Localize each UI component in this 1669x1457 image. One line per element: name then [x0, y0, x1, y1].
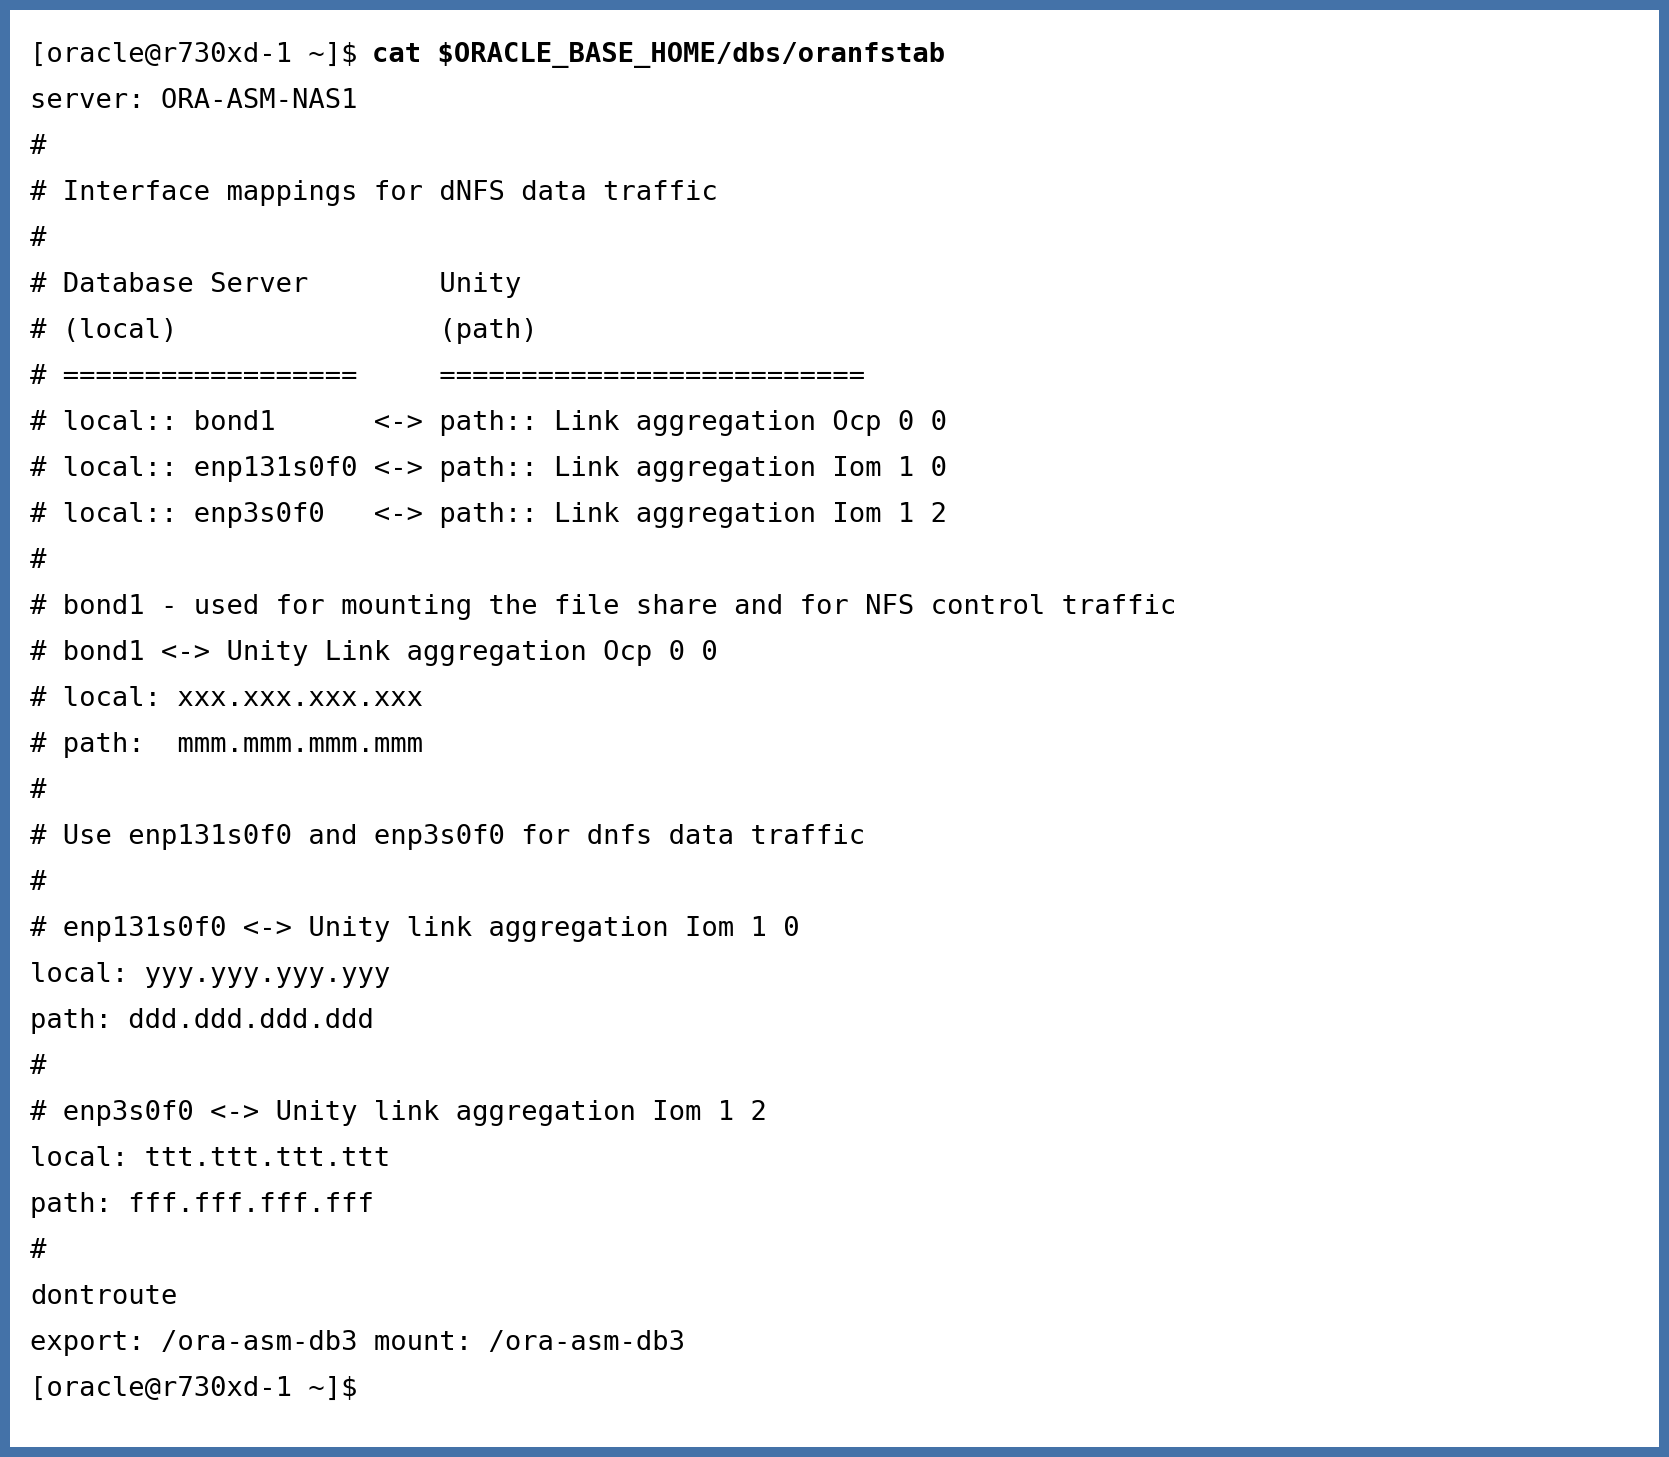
- Text: # enp3s0f0 <-> Unity link aggregation Iom 1 2: # enp3s0f0 <-> Unity link aggregation Io…: [30, 1100, 766, 1126]
- Text: # local:: enp131s0f0 <-> path:: Link aggregation Iom 1 0: # local:: enp131s0f0 <-> path:: Link agg…: [30, 456, 946, 482]
- Text: # Interface mappings for dNFS data traffic: # Interface mappings for dNFS data traff…: [30, 181, 718, 205]
- Text: #: #: [30, 1053, 47, 1080]
- Text: # bond1 <-> Unity Link aggregation Ocp 0 0: # bond1 <-> Unity Link aggregation Ocp 0…: [30, 640, 718, 666]
- Text: dontroute: dontroute: [30, 1284, 177, 1310]
- Text: local: yyy.yyy.yyy.yyy: local: yyy.yyy.yyy.yyy: [30, 962, 391, 988]
- Text: # local:: bond1      <-> path:: Link aggregation Ocp 0 0: # local:: bond1 <-> path:: Link aggregat…: [30, 409, 946, 436]
- Text: path: ddd.ddd.ddd.ddd: path: ddd.ddd.ddd.ddd: [30, 1008, 374, 1034]
- Text: #: #: [30, 134, 47, 160]
- Text: # enp131s0f0 <-> Unity link aggregation Iom 1 0: # enp131s0f0 <-> Unity link aggregation …: [30, 916, 799, 943]
- Text: #: #: [30, 226, 47, 252]
- Text: #: #: [30, 870, 47, 896]
- Text: path: fff.fff.fff.fff: path: fff.fff.fff.fff: [30, 1192, 374, 1218]
- Text: # path:  mmm.mmm.mmm.mmm: # path: mmm.mmm.mmm.mmm: [30, 731, 422, 758]
- Text: # local: xxx.xxx.xxx.xxx: # local: xxx.xxx.xxx.xxx: [30, 686, 422, 712]
- Text: # Database Server        Unity: # Database Server Unity: [30, 272, 521, 299]
- Text: #: #: [30, 548, 47, 574]
- Text: server: ORA-ASM-NAS1: server: ORA-ASM-NAS1: [30, 87, 357, 114]
- Text: # bond1 - used for mounting the file share and for NFS control traffic: # bond1 - used for mounting the file sha…: [30, 594, 1177, 621]
- Text: [oracle@r730xd-1 ~]$: [oracle@r730xd-1 ~]$: [30, 1375, 357, 1402]
- Text: cat $ORACLE_BASE_HOME/dbs/oranfstab: cat $ORACLE_BASE_HOME/dbs/oranfstab: [372, 42, 945, 68]
- Text: # ==================     ==========================: # ================== ===================…: [30, 364, 865, 390]
- Text: local: ttt.ttt.ttt.ttt: local: ttt.ttt.ttt.ttt: [30, 1147, 391, 1171]
- Text: # Use enp131s0f0 and enp3s0f0 for dnfs data traffic: # Use enp131s0f0 and enp3s0f0 for dnfs d…: [30, 825, 865, 849]
- Text: #: #: [30, 778, 47, 804]
- Text: #: #: [30, 1238, 47, 1265]
- Text: # (local)                (path): # (local) (path): [30, 318, 537, 344]
- Text: export: /ora-asm-db3 mount: /ora-asm-db3: export: /ora-asm-db3 mount: /ora-asm-db3: [30, 1330, 684, 1356]
- Text: [oracle@r730xd-1 ~]$: [oracle@r730xd-1 ~]$: [30, 42, 374, 68]
- Text: # local:: enp3s0f0   <-> path:: Link aggregation Iom 1 2: # local:: enp3s0f0 <-> path:: Link aggre…: [30, 503, 946, 527]
